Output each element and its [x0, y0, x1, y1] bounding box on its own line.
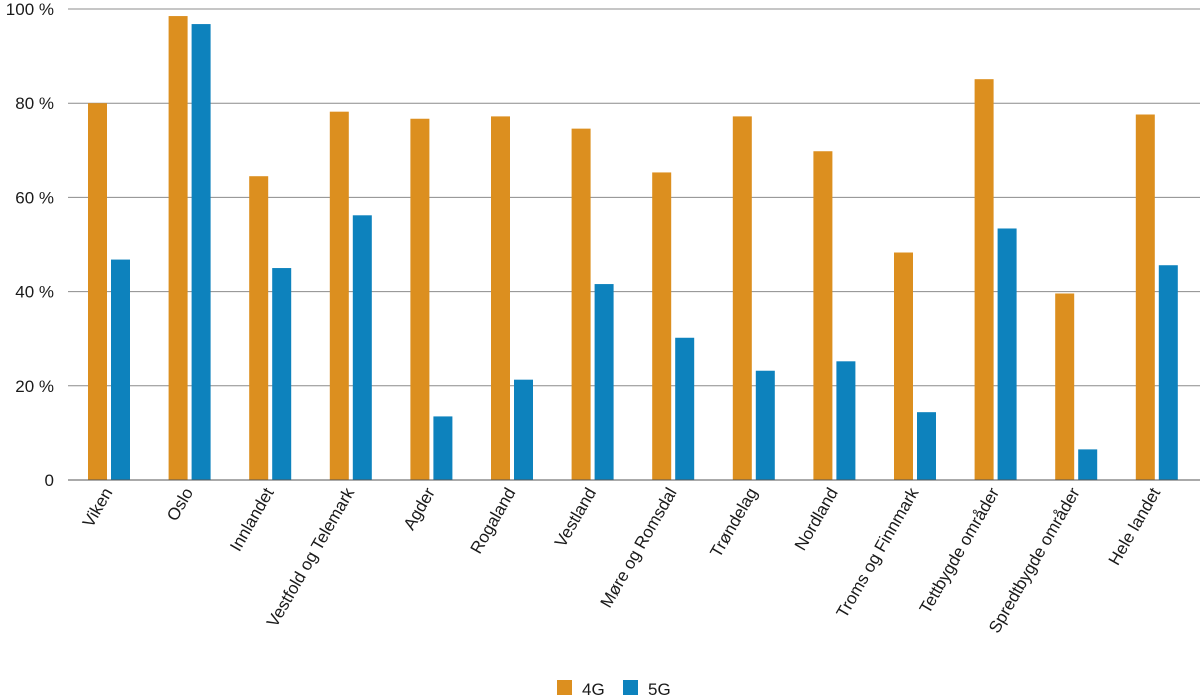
x-tick-label: Agder: [400, 484, 439, 533]
x-tick-label: Møre og Romsdal: [597, 485, 681, 612]
y-tick-label: 60 %: [15, 188, 54, 207]
bar-4g-1: [168, 16, 188, 480]
bar-4g-11: [974, 79, 994, 480]
x-tick-label: Viken: [79, 485, 117, 531]
bar-4g-4: [410, 118, 430, 481]
y-tick-label: 40 %: [15, 283, 54, 302]
x-tick-label: Innlandet: [226, 484, 278, 554]
x-tick-label: Trøndelag: [706, 485, 761, 561]
bar-5g-3: [352, 215, 372, 480]
x-tick-label: Vestfold og Telemark: [263, 484, 358, 630]
x-tick-label: Nordland: [791, 485, 842, 554]
bar-4g-2: [249, 176, 269, 480]
bar-5g-10: [917, 412, 936, 480]
bar-5g-12: [1078, 449, 1098, 480]
bar-4g-13: [1135, 114, 1155, 480]
y-tick-labels: 0 20 % 40 % 60 % 80 % 100 %: [6, 0, 54, 490]
bar-4g-5: [491, 116, 510, 480]
bar-5g-11: [997, 228, 1017, 480]
bar-4g-9: [813, 151, 833, 480]
bar-5g-2: [272, 268, 292, 480]
x-tick-label: Spredtbygde områder: [985, 484, 1084, 636]
bar-4g-7: [652, 172, 672, 480]
bar-5g-4: [433, 416, 453, 480]
x-tick-label: Tettbygde områder: [916, 484, 1003, 617]
x-tick-label: Oslo: [163, 485, 197, 525]
x-tick-label: Rogaland: [467, 485, 520, 558]
bar-4g-12: [1055, 293, 1075, 480]
legend-label-4g: 4G: [582, 680, 605, 699]
bar-4g-0: [88, 103, 107, 480]
bars: [88, 16, 1178, 481]
bar-5g-8: [755, 370, 775, 480]
bar-5g-7: [675, 337, 695, 480]
bar-5g-1: [191, 24, 211, 481]
x-tick-label: Troms og Finnmark: [833, 484, 923, 621]
bar-5g-5: [514, 379, 533, 480]
legend-label-5g: 5G: [648, 680, 671, 699]
y-tick-label: 80 %: [15, 94, 54, 113]
legend-swatch-4g: [557, 680, 572, 695]
y-tick-label: 20 %: [15, 377, 54, 396]
bar-5g-0: [111, 259, 130, 480]
legend-swatch-5g: [623, 680, 638, 695]
bar-4g-6: [571, 128, 591, 480]
gridlines: [68, 8, 1200, 387]
x-tick-label: Vestland: [551, 485, 600, 551]
x-tick-label: Hele landet: [1105, 484, 1165, 568]
y-tick-label: 100 %: [6, 0, 54, 19]
bar-5g-6: [594, 284, 614, 480]
bar-5g-13: [1158, 265, 1178, 480]
bar-4g-8: [732, 116, 752, 480]
bar-4g-10: [894, 252, 913, 480]
bar-5g-9: [836, 361, 856, 480]
legend: 4G 5G: [557, 680, 671, 699]
bar-4g-3: [329, 111, 349, 480]
y-tick-label: 0: [45, 471, 54, 490]
